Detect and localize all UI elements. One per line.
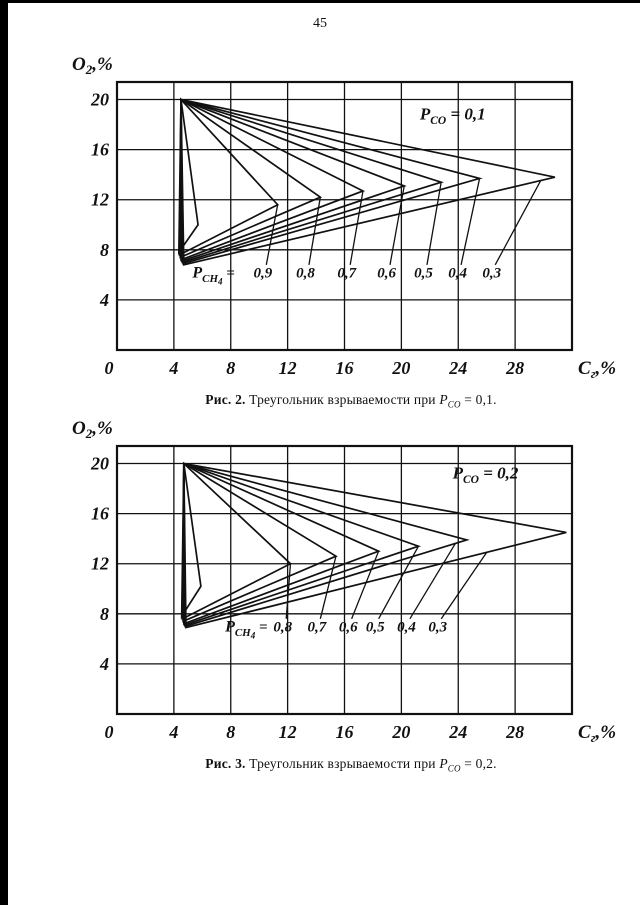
figure-2: 0,9 0,8 0,7 0,6 0,5 0,4 0,3 0 4 8 12 16 20 24 28 4 8 12 16… xyxy=(62,48,640,410)
scan-edge-left xyxy=(0,0,8,905)
x-tick-label: 4 xyxy=(168,358,178,378)
leader-line xyxy=(265,204,279,265)
caption-variable-sub-text: CO xyxy=(447,399,461,410)
y-axis-title: O2,% xyxy=(72,54,113,77)
pch4-value-label: 0,4 xyxy=(448,265,467,281)
leader-line xyxy=(378,545,420,620)
leader-line xyxy=(494,180,542,266)
y-tick-label: 16 xyxy=(91,140,109,160)
figure-3-caption: Рис. 3. Треугольник взрываемости при PCO… xyxy=(62,756,640,774)
x-tick-label: 16 xyxy=(336,722,354,742)
triangle-pch4-0,5 xyxy=(180,98,445,264)
caption-figure-number: Рис. 3. xyxy=(205,756,246,771)
x-tick-label: 16 xyxy=(336,358,354,378)
x-tick-label: 0 xyxy=(105,722,114,742)
x-tick-label: 24 xyxy=(448,358,467,378)
pch4-value-label: 0,6 xyxy=(339,619,358,635)
pco-region-label: PCO = 0,1 xyxy=(419,105,486,128)
caption-variable-subscript: CO xyxy=(448,764,461,774)
caption-figure-number: Рис. 2. xyxy=(205,392,246,407)
pco-region-label: PCO = 0,2 xyxy=(452,464,519,487)
y-axis-title: O2,% xyxy=(72,418,113,441)
pch4-value-label: 0,5 xyxy=(366,619,385,635)
y-tick-label: 8 xyxy=(100,240,109,260)
triangle-pch4-0,3 xyxy=(182,462,567,629)
pch4-value-label: 0,3 xyxy=(482,265,501,281)
x-tick-label: 4 xyxy=(168,722,178,742)
x-tick-label: 20 xyxy=(391,358,410,378)
plot-border xyxy=(115,80,574,352)
pch4-prefix-label: PCH4 = xyxy=(224,618,268,640)
leader-line xyxy=(351,550,380,620)
y-tick-label: 4 xyxy=(99,290,109,310)
page-number: 45 xyxy=(313,16,327,31)
x-tick-label: 24 xyxy=(448,722,467,742)
caption-variable: P xyxy=(439,756,448,771)
leader-line xyxy=(349,190,364,265)
pch4-value-label: 0,8 xyxy=(273,619,292,635)
x-tick-label: 8 xyxy=(226,722,235,742)
pch4-value-label: 0,9 xyxy=(254,265,273,281)
pch4-value-label: 0,3 xyxy=(428,619,447,635)
x-axis-title: Cг,% xyxy=(578,358,616,381)
figure-2-caption: Рис. 2. Треугольник взрываемости при PCO… xyxy=(62,392,640,410)
leader-line xyxy=(308,197,321,265)
caption-tail: = 0,1. xyxy=(460,392,497,407)
pch4-value-label: 0,8 xyxy=(296,265,315,281)
explosibility-chart-pco-0-2: 0,8 0,7 0,6 0,5 0,4 0,3 0 4 8 12 16 20 24 28 4 8 12 16 20 O… xyxy=(62,412,637,750)
leader-line xyxy=(319,556,337,619)
explosibility-chart-pco-0-1: 0,9 0,8 0,7 0,6 0,5 0,4 0,3 0 4 8 12 16 20 24 28 4 8 12 16… xyxy=(62,48,637,386)
chart-svg: 0,8 0,7 0,6 0,5 0,4 0,3 0 4 8 12 16 20 24 28 4 8 12 16 20 O… xyxy=(72,418,616,745)
y-tick-label: 12 xyxy=(91,554,109,574)
leader-line xyxy=(440,551,488,620)
pch4-value-label: 0,6 xyxy=(377,265,396,281)
y-tick-label: 12 xyxy=(91,190,109,210)
x-tick-label: 20 xyxy=(391,722,410,742)
chart-svg: 0,9 0,8 0,7 0,6 0,5 0,4 0,3 0 4 8 12 16 20 24 28 4 8 12 16… xyxy=(72,54,616,381)
grid xyxy=(117,82,572,350)
x-tick-label: 28 xyxy=(505,722,524,742)
y-tick-label: 20 xyxy=(90,90,109,110)
x-tick-label: 12 xyxy=(279,722,297,742)
caption-variable-subscript: CO xyxy=(448,400,461,410)
y-tick-label: 16 xyxy=(91,504,109,524)
pch4-value-label: 0,4 xyxy=(397,619,416,635)
leader-line xyxy=(285,563,292,619)
caption-tail: = 0,2. xyxy=(460,756,497,771)
leader-lines xyxy=(265,178,542,266)
plot-border xyxy=(115,444,574,716)
y-tick-label: 8 xyxy=(100,604,109,624)
leader-line xyxy=(426,182,442,265)
leader-lines xyxy=(285,543,488,620)
x-tick-label: 12 xyxy=(279,358,297,378)
leader-line xyxy=(409,543,456,620)
leader-line xyxy=(389,185,405,265)
triangle-pch4-0,3 xyxy=(180,98,556,266)
caption-text: Треугольник взрываемости при xyxy=(245,392,440,407)
caption-text: Треугольник взрываемости при xyxy=(245,756,440,771)
explosibility-triangles xyxy=(180,461,567,629)
scan-edge-top xyxy=(0,0,640,3)
y-tick-label: 4 xyxy=(99,654,109,674)
caption-variable: P xyxy=(439,392,448,407)
figure-3: 0,8 0,7 0,6 0,5 0,4 0,3 0 4 8 12 16 20 24 28 4 8 12 16 20 O… xyxy=(62,412,640,774)
x-axis-title: Cг,% xyxy=(578,722,616,745)
x-tick-label: 0 xyxy=(105,358,114,378)
triangle-pch4-0,6 xyxy=(182,462,381,626)
x-tick-label: 8 xyxy=(226,358,235,378)
leader-line xyxy=(460,178,481,265)
pch4-value-label: 0,7 xyxy=(337,265,356,281)
pch4-value-label: 0,5 xyxy=(414,265,433,281)
pch4-value-label: 0,7 xyxy=(308,619,327,635)
y-tick-label: 20 xyxy=(90,454,109,474)
triangle-pch4-0,4 xyxy=(182,462,470,628)
pch4-prefix-label: PCH4 = xyxy=(191,264,235,286)
x-tick-label: 28 xyxy=(505,358,524,378)
explosibility-triangles xyxy=(177,97,556,266)
caption-variable-sub-text: CO xyxy=(447,763,461,774)
